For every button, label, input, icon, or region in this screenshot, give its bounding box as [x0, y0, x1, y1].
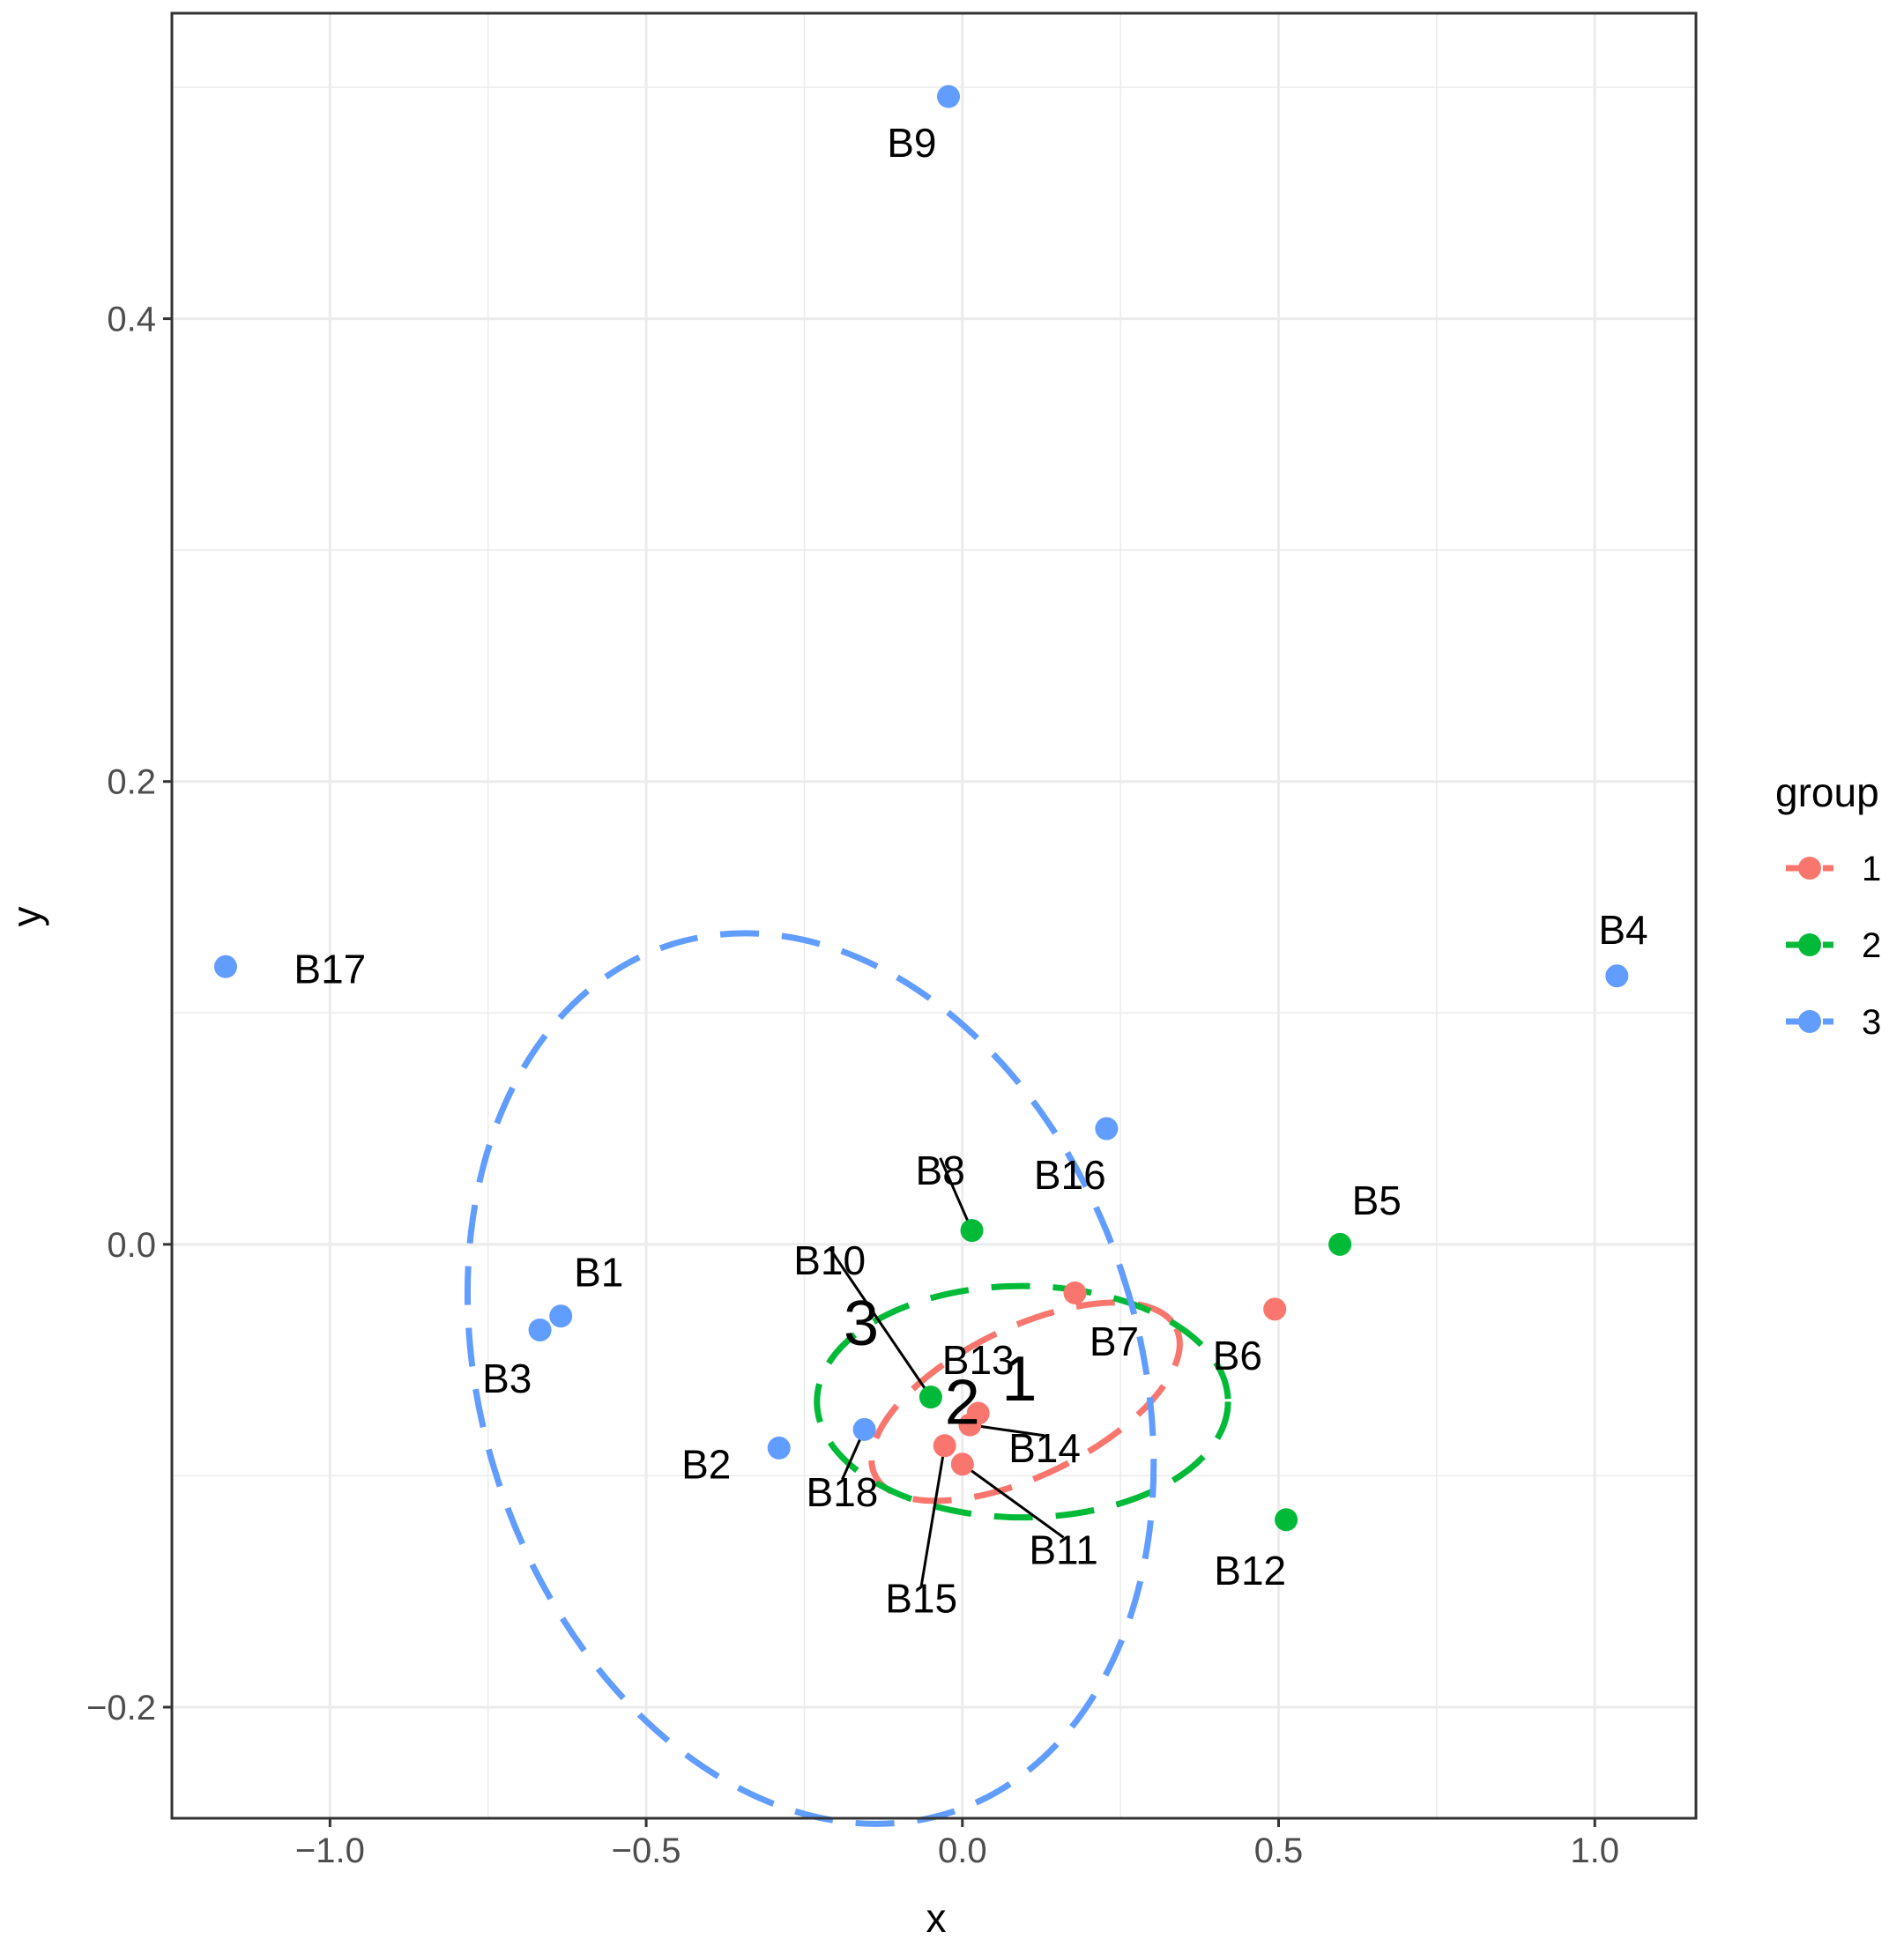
point-b16[interactable] — [1095, 1117, 1119, 1140]
legend-item-1[interactable]: 1 — [1786, 850, 1881, 888]
panel-border — [170, 11, 1698, 1820]
legend-key-point — [1798, 1010, 1821, 1033]
point-b15[interactable] — [933, 1434, 956, 1458]
point-b12[interactable] — [1275, 1508, 1298, 1532]
confidence-ellipse-group-2 — [814, 1282, 1231, 1521]
legend-item-label: 3 — [1862, 1003, 1881, 1042]
point-b18[interactable] — [852, 1417, 876, 1441]
leader-line-b10 — [828, 1247, 933, 1398]
point-b11[interactable] — [950, 1452, 974, 1476]
point-label-b17: B17 — [294, 946, 366, 992]
point-b17[interactable] — [213, 955, 237, 978]
point-b5[interactable] — [1328, 1232, 1352, 1256]
centroid-label-group-2: 2 — [945, 1367, 980, 1438]
point-b8[interactable] — [960, 1219, 984, 1243]
legend-item-label: 1 — [1862, 850, 1881, 888]
point-label-b4: B4 — [1598, 907, 1647, 953]
x-tick-label: 1.0 — [1570, 1831, 1619, 1870]
confidence-ellipse-group-3 — [464, 930, 1157, 1827]
legend: group 1 2 3 — [1775, 769, 1881, 1042]
ellipse-layer — [464, 930, 1231, 1827]
point-label-b10: B10 — [793, 1237, 866, 1283]
x-tick-label: 0.5 — [1254, 1831, 1304, 1870]
legend-item-2[interactable]: 2 — [1786, 926, 1881, 965]
point-b9[interactable] — [937, 85, 961, 108]
y-tick-label: 0.0 — [107, 1226, 156, 1265]
point-label-b9: B9 — [887, 120, 936, 166]
point-b3[interactable] — [528, 1318, 552, 1341]
x-axis-title: x — [926, 1895, 947, 1939]
legend-key-point — [1798, 857, 1821, 880]
point-b10[interactable] — [919, 1386, 942, 1409]
point-b2[interactable] — [767, 1436, 791, 1460]
centroid-label-group-3: 3 — [844, 1289, 879, 1359]
y-axis-title: y — [4, 907, 49, 927]
legend-item-3[interactable]: 3 — [1786, 1003, 1881, 1042]
point-label-b8: B8 — [916, 1148, 965, 1193]
legend-key-point — [1798, 933, 1821, 956]
point-layer — [213, 85, 1629, 1532]
point-label-b1: B1 — [574, 1249, 623, 1295]
point-label-b11: B11 — [1029, 1527, 1097, 1572]
x-tick-label: −0.5 — [612, 1831, 681, 1870]
point-label-b13: B13 — [942, 1337, 1015, 1383]
x-tick-label: 0.0 — [938, 1831, 987, 1870]
point-label-b18: B18 — [807, 1469, 879, 1515]
legend-title: group — [1775, 769, 1879, 815]
legend-item-label: 2 — [1862, 926, 1881, 965]
point-label-b12: B12 — [1214, 1548, 1286, 1594]
point-b1[interactable] — [549, 1304, 573, 1328]
point-b7[interactable] — [1063, 1281, 1087, 1304]
point-label-b6: B6 — [1213, 1333, 1262, 1378]
leader-layer — [828, 1157, 1065, 1586]
point-label-b5: B5 — [1352, 1178, 1402, 1223]
axis-layer: −1.0 −0.5 0.0 0.5 1.0 −0.2 0.0 0.2 0.4 — [86, 301, 1619, 1870]
leader-line-b14 — [970, 1423, 1045, 1438]
x-tick-label: −1.0 — [295, 1831, 365, 1870]
y-tick-label: −0.2 — [86, 1689, 156, 1727]
label-layer: B1 B2 B3 B4 B5 B6 B7 B8 B9 B10 B11 B12 B13 B14 B15 B16 B… — [294, 120, 1647, 1622]
point-label-b2: B2 — [681, 1441, 731, 1487]
point-label-b3: B3 — [482, 1356, 532, 1401]
point-label-b15: B15 — [885, 1576, 957, 1622]
point-b6[interactable] — [1263, 1297, 1287, 1321]
leader-line-b8 — [939, 1157, 973, 1231]
point-label-b14: B14 — [1008, 1425, 1081, 1471]
leader-line-b15 — [919, 1445, 947, 1586]
point-label-b7: B7 — [1090, 1319, 1139, 1364]
point-label-b16: B16 — [1034, 1152, 1106, 1198]
y-tick-label: 0.2 — [107, 763, 156, 802]
grid-layer — [171, 13, 1696, 1818]
point-b4[interactable] — [1605, 964, 1629, 988]
centroid-label-group-1: 1 — [1001, 1344, 1037, 1415]
point-b14[interactable] — [958, 1413, 982, 1437]
y-tick-label: 0.4 — [107, 301, 156, 339]
leader-line-b11 — [961, 1463, 1065, 1539]
